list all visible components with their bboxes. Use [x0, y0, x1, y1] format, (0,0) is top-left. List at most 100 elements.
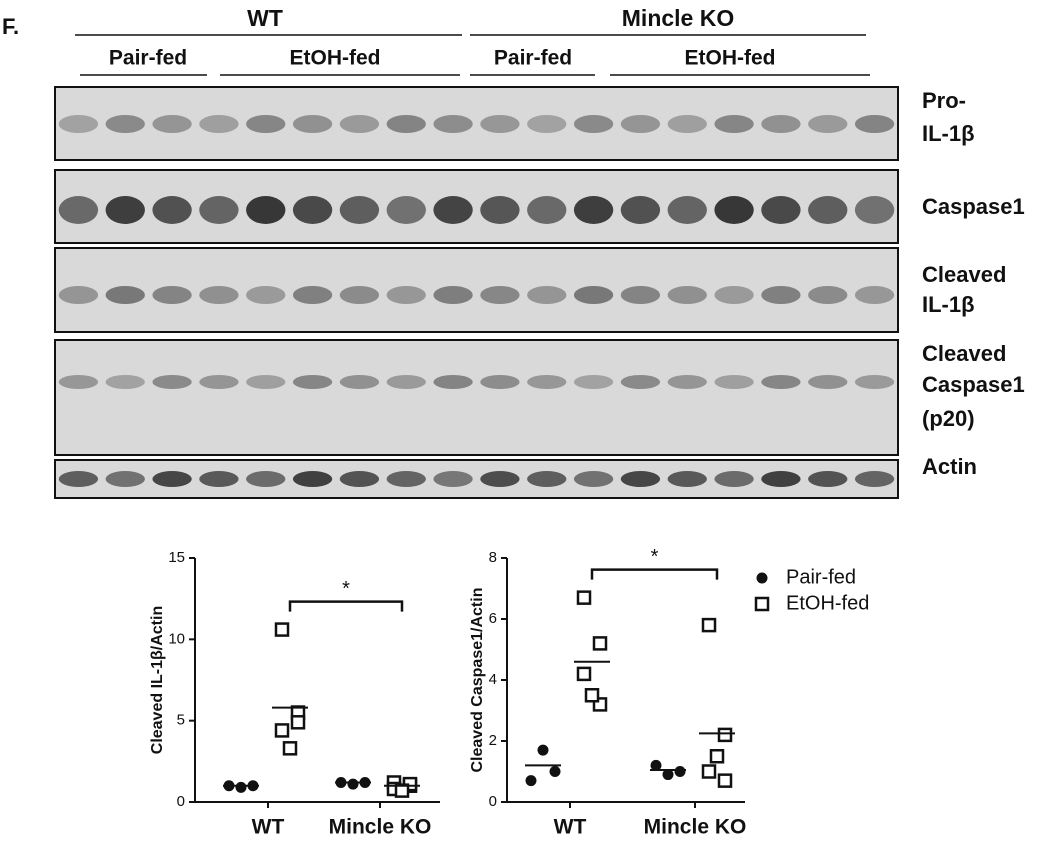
- blot-band: [292, 375, 333, 389]
- blot-band: [808, 196, 848, 224]
- blot-band: [480, 375, 520, 389]
- blot-band: [620, 286, 661, 304]
- blot-band: [105, 286, 145, 304]
- blot-band: [620, 375, 661, 389]
- blot-panel: [54, 339, 899, 456]
- point: [592, 636, 608, 651]
- point: [576, 590, 592, 605]
- y-tick-label: 6: [489, 610, 497, 627]
- blot-band: [808, 471, 848, 487]
- blot-band: [339, 375, 380, 389]
- blot-band: [58, 471, 99, 487]
- blot-band: [573, 471, 614, 487]
- blot-band: [854, 196, 895, 224]
- row-label: Caspase1: [922, 372, 1025, 397]
- subgroup-label: Pair-fed: [494, 47, 572, 70]
- blot-band: [292, 471, 333, 487]
- legend-marker: [754, 596, 770, 612]
- blot-band: [105, 375, 145, 389]
- blot-band: [480, 115, 520, 133]
- blot-band: [246, 471, 286, 487]
- y-tick-label: 5: [177, 712, 185, 729]
- blot-band: [339, 115, 380, 133]
- row-label: (p20): [922, 406, 975, 431]
- significance-label: *: [342, 578, 350, 600]
- blot-band: [433, 286, 473, 304]
- blot-band: [714, 471, 754, 487]
- y-axis-label: Cleaved Caspase1/Actin: [469, 588, 486, 773]
- blot-band: [152, 471, 192, 487]
- blot-band: [620, 471, 661, 487]
- row-label: Actin: [922, 454, 977, 479]
- blot-band: [152, 115, 192, 133]
- blot-band: [667, 196, 707, 224]
- blot-band: [573, 286, 614, 304]
- blot-panel: [54, 459, 899, 499]
- blot-band: [854, 115, 895, 133]
- point: [576, 666, 592, 682]
- blot-band: [667, 375, 707, 389]
- blot-band: [433, 196, 473, 224]
- point: [235, 781, 247, 793]
- y-tick-label: 2: [489, 732, 497, 749]
- blot-band: [433, 471, 473, 487]
- row-label: Pro-: [922, 88, 966, 113]
- blot-band: [667, 115, 707, 133]
- blot-band: [58, 115, 99, 133]
- blot-panel: [54, 247, 899, 333]
- blot-band: [761, 286, 801, 304]
- blot-band: [854, 375, 895, 389]
- point: [394, 783, 410, 798]
- point: [549, 766, 561, 777]
- blot-band: [714, 286, 754, 304]
- blot-band: [761, 196, 801, 224]
- blot-band: [714, 115, 754, 133]
- blot-band: [386, 286, 426, 304]
- x-tick-label: WT: [252, 816, 285, 839]
- y-axis-label: Cleaved IL-1β/Actin: [149, 606, 166, 754]
- blot-band: [620, 196, 661, 224]
- blot-band: [339, 286, 380, 304]
- y-tick-label: 0: [489, 793, 497, 810]
- blot-band: [292, 115, 333, 133]
- point: [717, 727, 733, 743]
- blot-band: [527, 115, 567, 133]
- point: [537, 744, 549, 756]
- blot-band: [714, 375, 754, 389]
- y-tick-label: 10: [168, 630, 185, 647]
- blot-band: [480, 471, 520, 487]
- blot-band: [152, 286, 192, 304]
- panel-label: F.: [2, 14, 19, 39]
- blot-band: [386, 375, 426, 389]
- point: [701, 764, 717, 779]
- blot-band: [246, 196, 286, 224]
- blot-band: [386, 196, 426, 224]
- legend-label: Pair-fed: [786, 566, 856, 588]
- blot-band: [480, 286, 520, 304]
- y-tick-label: 0: [177, 793, 185, 810]
- blot-band: [386, 115, 426, 133]
- blot-band: [761, 115, 801, 133]
- row-label: Caspase1: [922, 194, 1025, 219]
- subgroup-label: EtOH-fed: [290, 47, 381, 70]
- significance-label: *: [651, 546, 659, 568]
- blot-band: [854, 286, 895, 304]
- point: [650, 759, 662, 771]
- point: [274, 622, 290, 637]
- blot-band: [199, 471, 239, 487]
- row-label: Cleaved: [922, 341, 1006, 366]
- y-tick-label: 8: [489, 549, 497, 566]
- x-tick-label: Mincle KO: [644, 816, 747, 839]
- blot-band: [573, 375, 614, 389]
- blot-band: [808, 286, 848, 304]
- blot-band: [246, 115, 286, 133]
- y-tick-label: 4: [489, 671, 497, 688]
- legend-marker: [756, 572, 768, 584]
- y-tick-label: 15: [168, 549, 185, 566]
- blot-band: [292, 286, 333, 304]
- blot-band: [152, 196, 192, 224]
- blot-band: [58, 286, 99, 304]
- blot-band: [761, 471, 801, 487]
- group-label: Mincle KO: [622, 5, 734, 31]
